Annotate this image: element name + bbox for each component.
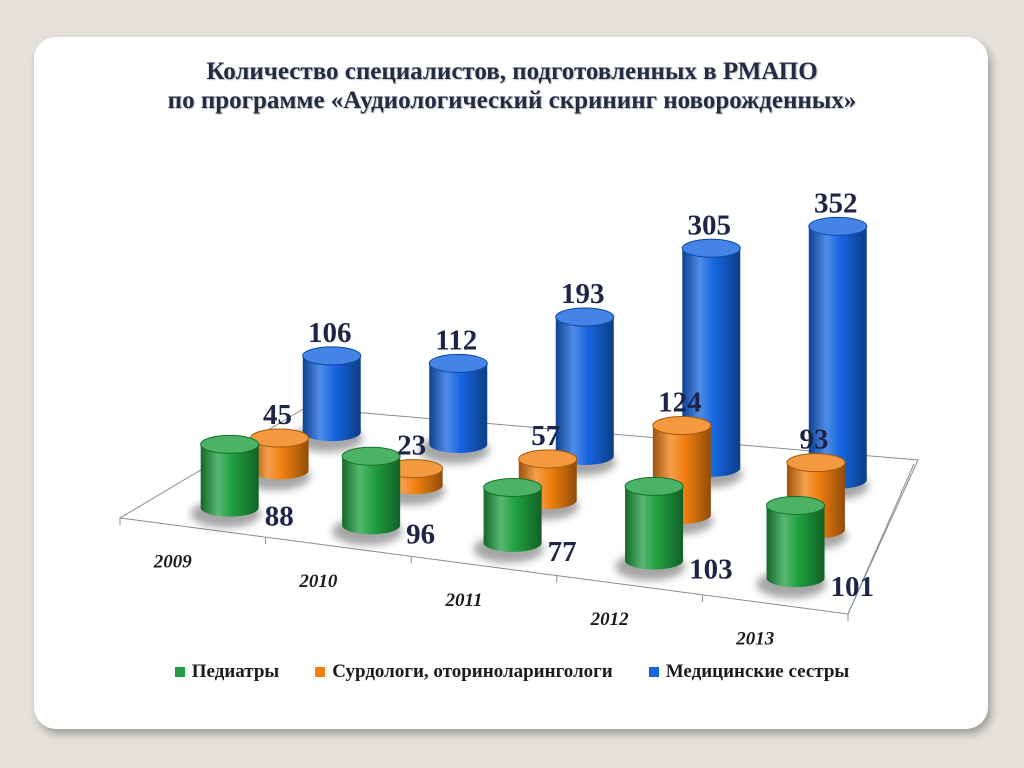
category-label-2013: 2013 (735, 628, 774, 649)
top-pediatricians-2011 (483, 478, 543, 498)
bar-pediatricians-2011 (473, 478, 544, 563)
chart-legend: Педиатры Сурдологи, оториноларингологи М… (0, 661, 1024, 683)
body-audiologists-2009 (250, 438, 309, 480)
legend-swatch-nurses (648, 667, 659, 677)
top-pediatricians-2010 (341, 446, 401, 466)
legend-label-nurses: Медицинские сестры (665, 661, 850, 682)
legend-swatch-pediatricians (174, 667, 185, 677)
legend-item-nurses: Медицинские сестры (648, 661, 850, 683)
top-nurses-2010 (428, 353, 488, 373)
data-label-nurses-2010: 112 (435, 324, 477, 356)
data-label-pediatricians-2012: 103 (689, 554, 733, 586)
category-axis: 2009 2010 2011 2012 2013 (153, 552, 774, 650)
body-pediatricians-2010 (342, 456, 401, 535)
bar-pediatricians-2010 (332, 446, 403, 546)
top-pediatricians-2009 (200, 434, 260, 454)
legend-swatch-audiologists (315, 667, 326, 677)
body-pediatricians-2009 (200, 444, 259, 517)
data-label-audiologists-2011: 57 (531, 420, 560, 452)
data-label-nurses-2013: 352 (814, 187, 858, 219)
data-label-pediatricians-2009: 88 (265, 501, 294, 533)
bar-pediatricians-2013 (756, 495, 827, 599)
data-label-nurses-2012: 305 (688, 209, 732, 241)
data-label-nurses-2011: 193 (561, 278, 605, 310)
data-label-audiologists-2009: 45 (263, 399, 292, 431)
data-label-pediatricians-2010: 96 (406, 518, 435, 550)
top-audiologists-2011 (518, 449, 578, 469)
body-pediatricians-2011 (483, 487, 542, 552)
body-nurses-2013 (808, 226, 867, 489)
category-label-2009: 2009 (153, 552, 193, 573)
body-nurses-2010 (429, 363, 488, 454)
data-labels: 106 112 193 305 352 45 23 57 124 93 88 96 77 103 101 (263, 187, 874, 603)
category-label-2012: 2012 (590, 609, 630, 630)
top-nurses-2013 (808, 216, 868, 236)
data-label-pediatricians-2011: 77 (548, 536, 577, 568)
data-label-audiologists-2013: 93 (799, 424, 828, 456)
category-label-2011: 2011 (445, 590, 483, 611)
legend-item-pediatricians: Педиатры (174, 661, 280, 683)
body-pediatricians-2013 (766, 505, 825, 588)
top-pediatricians-2012 (624, 476, 684, 496)
category-label-2010: 2010 (298, 571, 338, 592)
bar-pediatricians-2012 (615, 476, 686, 581)
chart-title-line-1: Количество специалистов, подготовленных … (206, 58, 818, 85)
bar-nurses-2009 (292, 346, 363, 453)
top-audiologists-2012 (652, 416, 712, 436)
top-pediatricians-2013 (766, 495, 826, 515)
top-nurses-2009 (302, 346, 362, 366)
top-nurses-2011 (555, 307, 615, 327)
chart-title: Количество специалистов, подготовленных … (0, 57, 1024, 115)
data-label-pediatricians-2013: 101 (831, 571, 875, 603)
bar-nurses-2010 (419, 353, 490, 465)
top-audiologists-2013 (786, 453, 846, 473)
chart-title-line-2: по программе «Аудиологический скрининг н… (167, 87, 857, 114)
body-nurses-2011 (555, 317, 614, 465)
legend-item-audiologists: Сурдологи, оториноларингологи (315, 661, 613, 683)
data-label-audiologists-2010: 23 (397, 430, 426, 462)
top-audiologists-2009 (250, 428, 310, 448)
bar-pediatricians-2009 (190, 434, 261, 528)
body-nurses-2009 (302, 355, 361, 442)
body-pediatricians-2012 (625, 486, 684, 570)
top-nurses-2012 (681, 238, 741, 258)
data-label-nurses-2009: 106 (308, 317, 352, 349)
data-label-audiologists-2012: 124 (658, 387, 702, 419)
legend-label-audiologists: Сурдологи, оториноларингологи (332, 661, 613, 682)
legend-label-pediatricians: Педиатры (191, 661, 280, 682)
